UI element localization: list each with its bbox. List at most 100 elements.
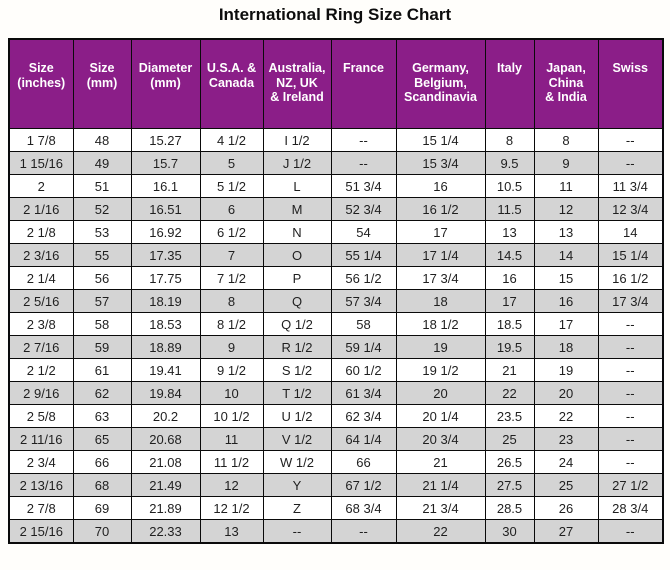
table-cell: 68 3/4 [330, 496, 397, 520]
ring-size-table: Size (inches) Size (mm) Diameter (mm) U.S.A… [8, 38, 664, 544]
table-cell: 56 [72, 266, 132, 290]
header-row: Size (inches) Size (mm) Diameter (mm) U.S.A… [8, 38, 664, 129]
table-cell: 10 [199, 381, 264, 405]
table-cell: 64 1/4 [330, 427, 397, 451]
table-row: 2 1/16 52 16.51 6 M 52 3/4 16 1/2 11.5 12 12 3/4 [8, 197, 664, 221]
table-cell: 9 [199, 335, 264, 359]
table-cell: 22 [395, 519, 486, 544]
table-row: 2 9/16 62 19.84 10 T 1/2 61 3/4 20 22 20 -- [8, 381, 664, 405]
table-row: 2 3/4 66 21.08 11 1/2 W 1/2 66 21 26.5 24 -- [8, 450, 664, 474]
table-cell: M [262, 197, 332, 221]
table-cell: 18.89 [130, 335, 201, 359]
column-header-7: Italy [484, 38, 535, 129]
table-cell: 9.5 [484, 151, 535, 175]
table-cell: 15 3/4 [395, 151, 486, 175]
table-row: 2 51 16.1 5 1/2 L 51 3/4 16 10.5 11 11 3/4 [8, 174, 664, 198]
table-cell: 2 3/16 [8, 243, 74, 267]
table-cell: 2 15/16 [8, 519, 74, 544]
table-cell: 22 [533, 404, 599, 428]
table-cell: 1 7/8 [8, 128, 74, 152]
table-cell: P [262, 266, 332, 290]
table-cell: 24 [533, 450, 599, 474]
table-cell: 19 [533, 358, 599, 382]
table-cell: 20 1/4 [395, 404, 486, 428]
table-cell: V 1/2 [262, 427, 332, 451]
table-cell: 57 3/4 [330, 289, 397, 313]
table-cell: 8 1/2 [199, 312, 264, 336]
table-cell: 15.7 [130, 151, 201, 175]
table-cell: 14 [533, 243, 599, 267]
table-cell: 2 5/8 [8, 404, 74, 428]
table-cell: 59 1/4 [330, 335, 397, 359]
table-cell: 2 7/16 [8, 335, 74, 359]
table-cell: 26.5 [484, 450, 535, 474]
table-cell: 1 15/16 [8, 151, 74, 175]
table-cell: 13 [199, 519, 264, 544]
table-cell: 11.5 [484, 197, 535, 221]
table-cell: -- [330, 519, 397, 544]
table-cell: 4 1/2 [199, 128, 264, 152]
table-cell: 20 3/4 [395, 427, 486, 451]
table-cell: 2 7/8 [8, 496, 74, 520]
table-body: 1 7/8 48 15.27 4 1/2 I 1/2 -- 15 1/4 8 8 -- 1 15/1… [8, 128, 664, 544]
table-cell: 15 1/4 [597, 243, 664, 267]
table-cell: 7 [199, 243, 264, 267]
table-cell: 66 [72, 450, 132, 474]
table-cell: 67 1/2 [330, 473, 397, 497]
table-cell: -- [330, 128, 397, 152]
table-cell: 2 1/8 [8, 220, 74, 244]
table-cell: 27 [533, 519, 599, 544]
table-cell: 30 [484, 519, 535, 544]
table-cell: 62 [72, 381, 132, 405]
table-cell: 20 [533, 381, 599, 405]
table-cell: I 1/2 [262, 128, 332, 152]
table-cell: 51 3/4 [330, 174, 397, 198]
table-cell: -- [262, 519, 332, 544]
table-header: Size (inches) Size (mm) Diameter (mm) U.S.A… [8, 38, 664, 129]
table-cell: 59 [72, 335, 132, 359]
table-cell: 12 [199, 473, 264, 497]
table-cell: 15 [533, 266, 599, 290]
table-cell: Y [262, 473, 332, 497]
table-cell: 27 1/2 [597, 473, 664, 497]
table-cell: 28.5 [484, 496, 535, 520]
table-cell: 55 1/4 [330, 243, 397, 267]
table-cell: 6 1/2 [199, 220, 264, 244]
column-header-3: U.S.A. & Canada [199, 38, 264, 129]
table-cell: -- [597, 151, 664, 175]
table-cell: 20.68 [130, 427, 201, 451]
table-cell: 2 13/16 [8, 473, 74, 497]
column-header-4: Australia, NZ, UK & Ireland [262, 38, 332, 129]
table-cell: 2 1/4 [8, 266, 74, 290]
table-cell: 8 [484, 128, 535, 152]
table-cell: 20 [395, 381, 486, 405]
table-cell: 22 [484, 381, 535, 405]
table-cell: 23 [533, 427, 599, 451]
table-cell: -- [597, 450, 664, 474]
table-cell: 2 [8, 174, 74, 198]
table-cell: 2 5/16 [8, 289, 74, 313]
table-cell: 8 [199, 289, 264, 313]
table-cell: 61 [72, 358, 132, 382]
table-cell: 68 [72, 473, 132, 497]
table-cell: 9 1/2 [199, 358, 264, 382]
table-cell: 18.5 [484, 312, 535, 336]
table-cell: 10 1/2 [199, 404, 264, 428]
table-row: 1 7/8 48 15.27 4 1/2 I 1/2 -- 15 1/4 8 8 -- [8, 128, 664, 152]
table-cell: 12 3/4 [597, 197, 664, 221]
table-cell: W 1/2 [262, 450, 332, 474]
table-cell: -- [597, 381, 664, 405]
table-cell: 16 1/2 [597, 266, 664, 290]
table-cell: 14 [597, 220, 664, 244]
table-cell: 25 [533, 473, 599, 497]
table-cell: 49 [72, 151, 132, 175]
table-cell: 20.2 [130, 404, 201, 428]
table-cell: 21 [484, 358, 535, 382]
table-row: 2 15/16 70 22.33 13 -- -- 22 30 27 -- [8, 519, 664, 544]
table-cell: 69 [72, 496, 132, 520]
table-cell: -- [330, 151, 397, 175]
table-cell: 15.27 [130, 128, 201, 152]
table-cell: 52 3/4 [330, 197, 397, 221]
table-cell: 2 9/16 [8, 381, 74, 405]
